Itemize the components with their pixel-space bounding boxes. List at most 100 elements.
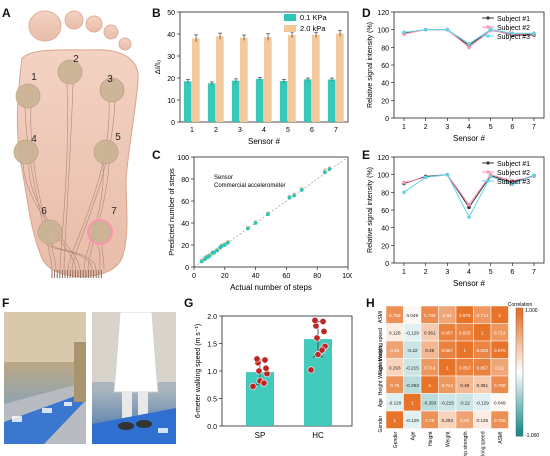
series-marker — [467, 202, 471, 207]
heatmap-value: 0.61 — [495, 365, 504, 370]
heatmap-value: 1 — [411, 400, 414, 405]
x-tick-label: 0 — [192, 273, 196, 280]
y-tick-label: 10 — [167, 98, 175, 105]
series-marker — [423, 175, 428, 180]
y-tick-label: 0 — [171, 120, 175, 127]
legend-label: Subject #2 — [497, 170, 530, 177]
data-point — [307, 366, 315, 374]
colorbar-step — [516, 413, 523, 418]
sensor-label: 5 — [115, 132, 121, 143]
heatmap-value: -0.22 — [460, 400, 471, 405]
y-axis-label: 6-meter walking speed (m s⁻¹) — [195, 324, 202, 418]
colorbar-step — [516, 394, 523, 399]
circuit-trace — [30, 107, 57, 271]
y-tick-label: 20 — [181, 243, 189, 250]
heatmap-value: -0.293 — [423, 400, 436, 405]
heatmap-value: 0.857 — [442, 348, 454, 353]
legend-label: Subject #1 — [497, 161, 530, 168]
colorbar-step — [516, 356, 523, 360]
x-tick-label: 4 — [467, 269, 471, 276]
scatter-point — [287, 195, 292, 200]
circuit-trace — [46, 243, 93, 271]
scatter-point — [246, 226, 250, 231]
sensor-label: 1 — [31, 72, 37, 83]
data-point — [249, 382, 257, 390]
sensor-label: 6 — [41, 206, 47, 217]
colorbar-step — [516, 429, 523, 434]
series-marker — [445, 27, 450, 32]
heatmap-value: 0.75 — [390, 383, 399, 388]
colorbar-step — [516, 311, 523, 315]
colorbar-step — [516, 400, 523, 405]
walking-photo-left — [4, 312, 86, 444]
colorbar-step — [516, 346, 523, 351]
heatmap-value: 1 — [498, 313, 501, 318]
y-tick-label: 0.5 — [207, 397, 217, 404]
heatmap-value: 0.293 — [442, 418, 454, 423]
heatmap-value: 0.128 — [389, 330, 401, 335]
y-tick-label: 120 — [377, 155, 389, 162]
heatmap-value: 1 — [463, 348, 466, 353]
colorbar-step — [516, 410, 523, 415]
y-tick-label: 30 — [167, 54, 175, 61]
chart-g: 0.0 0.5 1.0 1.5 2.0 SP HC 6-meter walking speed… — [195, 314, 353, 440]
colorbar-step — [516, 416, 523, 421]
y-axis-label: Relative signal intensity (%) — [367, 167, 374, 253]
chart-h: 0.758 0.049 0.798 0.61 0.976 0.714 1ASMI0.128-… — [378, 302, 539, 456]
scatter-point — [266, 212, 270, 217]
heatmap-value: 0.714 — [442, 383, 454, 388]
series-marker — [467, 45, 471, 50]
x-tick-label: 3 — [445, 269, 449, 276]
y-tick-label: 20 — [167, 76, 175, 83]
heatmap-value: 0.857 — [442, 330, 454, 335]
heatmap-value: -0.215 — [441, 400, 454, 405]
heatmap-value: -0.215 — [406, 365, 419, 370]
sensor-pad — [87, 219, 113, 245]
sensor-pad — [93, 139, 119, 165]
colorbar-step — [516, 423, 523, 427]
x-tick-label: 80 — [313, 273, 321, 280]
legend-label: Subject #3 — [497, 179, 530, 186]
scatter-point — [207, 254, 212, 258]
chart-d: 0 20 40 60 80 100 120 1 2 3 4 5 6 7 Subject #1 Subject … — [367, 10, 545, 143]
legend-marker — [486, 25, 490, 29]
circuit-trace — [101, 243, 105, 271]
y-tick-label: 0.0 — [207, 424, 217, 431]
colorbar-frame — [515, 307, 524, 437]
data-point — [314, 350, 322, 358]
series-marker — [532, 31, 536, 35]
y-tick-label: 40 — [167, 32, 175, 39]
legend-label: Subject #2 — [497, 25, 530, 32]
heatmap-value: 0.976 — [459, 313, 471, 318]
sensor-pad — [37, 219, 63, 245]
scatter-point — [327, 167, 332, 172]
y-tick-label: 40 — [181, 221, 189, 228]
column-label: Grip strength — [463, 431, 469, 456]
colorbar-step — [516, 375, 523, 379]
colorbar-step — [516, 378, 523, 383]
heatmap-value: 1 — [481, 330, 484, 335]
heatmap-value: 0.049 — [407, 313, 419, 318]
x-tick-label: 7 — [334, 127, 338, 134]
series-marker — [488, 27, 493, 32]
y-tick-label: 80 — [381, 190, 389, 197]
identity-line — [193, 156, 349, 268]
heatmap-value: 1 — [446, 365, 449, 370]
x-axis-label: Sensor # — [453, 134, 486, 143]
legend-label: Subject #1 — [497, 16, 530, 23]
sensor-label: 7 — [111, 206, 117, 217]
y-tick-label: 40 — [381, 226, 389, 233]
x-tick-label: 6 — [510, 269, 514, 276]
series-marker — [445, 172, 450, 177]
colorbar-step — [516, 320, 523, 325]
colorbar-step — [516, 381, 523, 386]
scatter-point — [292, 193, 297, 198]
y-axis-label: Predicted number of steps — [167, 168, 176, 256]
bar — [207, 83, 216, 122]
data-point — [319, 317, 327, 325]
heatmap-value: 0.75 — [425, 418, 434, 423]
y-tick-label: 2.0 — [207, 314, 217, 321]
row-label: Gender — [378, 415, 384, 432]
x-tick-label: 5 — [489, 269, 493, 276]
